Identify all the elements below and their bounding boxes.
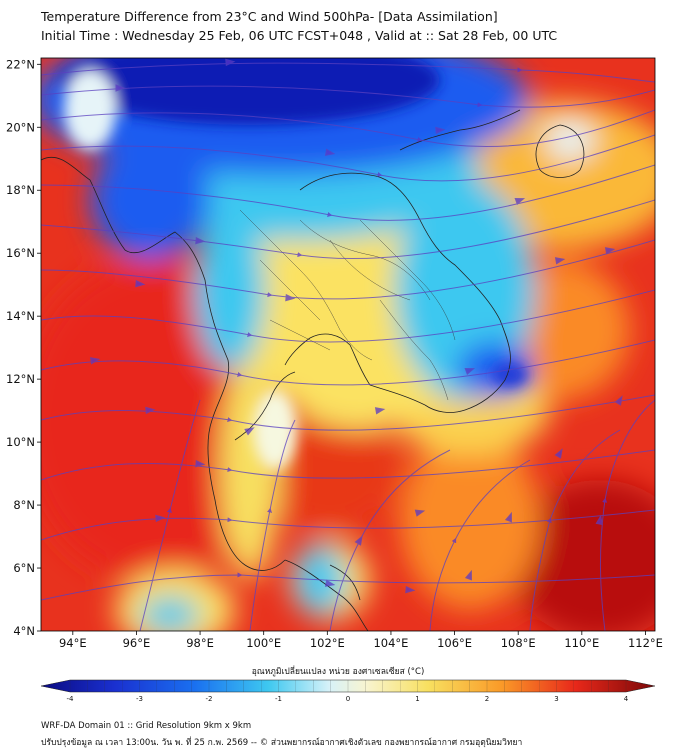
temperature-field — [41, 58, 655, 631]
wind-arrow — [225, 58, 236, 67]
coastlines — [41, 109, 585, 631]
update-credit: ปรับปรุงข้อมูล ณ เวลา 13:00น. วัน พ. ที่… — [41, 738, 523, 748]
wind-arrow — [554, 448, 563, 459]
chart-subtitle: Initial Time : Wednesday 25 Feb, 06 UTC … — [41, 28, 558, 43]
colorbar-tick-label: 2 — [485, 695, 489, 703]
colorbar-tick-label: 3 — [554, 695, 558, 703]
wind-arrow — [414, 509, 426, 517]
colorbar-tick-label: 4 — [624, 695, 629, 703]
wind-streamline — [41, 199, 655, 260]
wind-streamline — [429, 459, 531, 631]
lat-tick-label: 20°N — [6, 120, 35, 134]
wind-arrow — [504, 511, 512, 523]
lat-tick-label: 14°N — [6, 309, 35, 323]
wind-arrow — [405, 585, 416, 594]
wind-arrow — [89, 357, 101, 365]
colorbar-tick-label: 1 — [415, 695, 419, 703]
lon-tick-label: 94°E — [59, 636, 87, 650]
wind-arrow — [604, 247, 616, 255]
colorbar: -4 -3 -2 -1 0 1 2 3 4 — [40, 679, 656, 703]
lat-tick-label: 18°N — [6, 183, 35, 197]
wind-arrow — [285, 293, 296, 302]
colorbar-tick-label: -3 — [136, 695, 143, 703]
wind-arrow — [244, 427, 255, 436]
colorbar-tick-label: 0 — [346, 695, 350, 703]
lat-tick-label: 12°N — [6, 372, 35, 386]
colorbar-tick-label: -2 — [206, 695, 213, 703]
lat-tick-label: 4°N — [13, 624, 35, 638]
lat-tick-label: 6°N — [13, 561, 35, 575]
wind-streamline — [41, 449, 655, 481]
wind-arrow — [324, 148, 336, 156]
lon-tick-label: 96°E — [123, 636, 151, 650]
lon-tick-label: 110°E — [564, 636, 599, 650]
lon-tick-label: 104°E — [373, 636, 408, 650]
latitude-axis: 22°N 20°N 18°N 16°N 14°N 12°N 10°N 8°N 6°N 4°N — [6, 57, 41, 638]
wind-streamline — [41, 164, 655, 221]
wind-arrow — [614, 395, 623, 406]
wind-arrow — [354, 535, 363, 546]
colorbar-tick-label: -1 — [275, 695, 282, 703]
wind-streamline — [139, 399, 201, 631]
wind-streamline — [41, 394, 655, 431]
model-info: WRF-DA Domain 01 :: Grid Resolution 9km … — [41, 721, 252, 731]
wind-streamline — [41, 572, 655, 601]
wind-arrow — [195, 459, 206, 468]
wind-streamline — [249, 419, 296, 631]
lat-tick-label: 10°N — [6, 435, 35, 449]
wind-arrow — [595, 514, 603, 526]
wind-streamline — [41, 289, 655, 343]
wind-arrow — [554, 257, 566, 265]
wind-streamline — [41, 509, 655, 541]
wind-arrow — [464, 368, 476, 376]
lon-tick-label: 106°E — [437, 636, 472, 650]
wind-arrow — [514, 198, 526, 206]
wind-streamlines — [41, 58, 655, 631]
colorbar-title: อุณหภูมิเปลี่ยนแปลง หน่วย องศาเซลเซียส (… — [251, 667, 425, 677]
wind-arrow — [324, 579, 336, 587]
wind-arrow — [135, 279, 146, 288]
wind-streamline — [41, 134, 655, 182]
wind-streamline — [600, 399, 655, 631]
wind-streamline — [41, 62, 655, 83]
plot-frame — [40, 57, 656, 632]
wind-arrow — [155, 514, 166, 523]
lon-tick-label: 98°E — [186, 636, 214, 650]
chart-title: Temperature Difference from 23°C and Win… — [41, 9, 498, 24]
wind-streamline — [41, 85, 655, 108]
borders — [239, 209, 456, 401]
longitude-axis: 94°E 96°E 98°E 100°E 102°E 104°E 106°E 108°E 110… — [59, 631, 663, 650]
wind-arrow — [464, 569, 472, 581]
wind-arrow — [435, 126, 446, 135]
wind-arrow — [145, 406, 156, 415]
lon-tick-label: 112°E — [628, 636, 663, 650]
wind-arrow — [195, 236, 206, 245]
lat-tick-label: 16°N — [6, 246, 35, 260]
wind-arrow — [115, 84, 126, 92]
wind-streamline — [529, 429, 621, 631]
lon-tick-label: 108°E — [501, 636, 536, 650]
lat-tick-label: 8°N — [13, 498, 35, 512]
lat-tick-label: 22°N — [6, 57, 35, 71]
lon-tick-label: 102°E — [310, 636, 345, 650]
wind-streamline — [41, 109, 655, 148]
wind-streamline — [41, 339, 655, 386]
wind-arrow — [374, 407, 386, 415]
colorbar-tick-label: -4 — [67, 695, 75, 703]
lon-tick-label: 100°E — [246, 636, 281, 650]
